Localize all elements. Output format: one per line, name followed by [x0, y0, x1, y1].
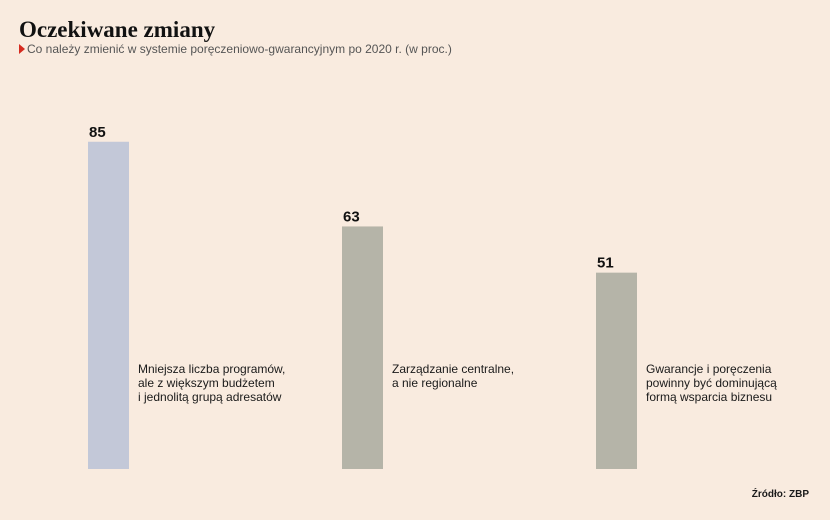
triangle-marker-icon: [19, 44, 25, 54]
bar-3: [596, 272, 637, 469]
bar-2: [342, 226, 383, 469]
value-label-1: 85: [89, 124, 106, 141]
category-label-line: i jednolitą grupą adresatów: [138, 390, 282, 404]
category-label-line: formą wsparcia biznesu: [646, 390, 772, 404]
source-note: Źródło: ZBP: [751, 489, 809, 500]
category-label-line: powinny być dominującą: [646, 376, 777, 390]
chart-subtitle-text: Co należy zmienić w systemie poręczeniow…: [27, 42, 452, 56]
category-label-line: a nie regionalne: [392, 376, 478, 390]
category-label-line: Mniejsza liczba programów,: [138, 362, 285, 376]
category-label-3: Gwarancje i poręczenia powinny być dominu…: [646, 362, 777, 404]
category-label-line: Gwarancje i poręczenia: [646, 362, 772, 376]
category-label-line: Zarządzanie centralne,: [392, 362, 514, 376]
category-label-line: ale z większym budżetem: [138, 376, 275, 390]
chart-subtitle: Co należy zmienić w systemie poręczeniow…: [19, 42, 452, 57]
value-label-3: 51: [597, 255, 614, 272]
value-label-2: 63: [343, 208, 360, 225]
bar-1: [88, 141, 129, 469]
chart-title: Oczekiwane zmiany: [19, 17, 216, 42]
category-label-2: Zarządzanie centralne, a nie regionalne: [392, 362, 514, 390]
category-label-1: Mniejsza liczba programów, ale z większym…: [138, 362, 285, 404]
